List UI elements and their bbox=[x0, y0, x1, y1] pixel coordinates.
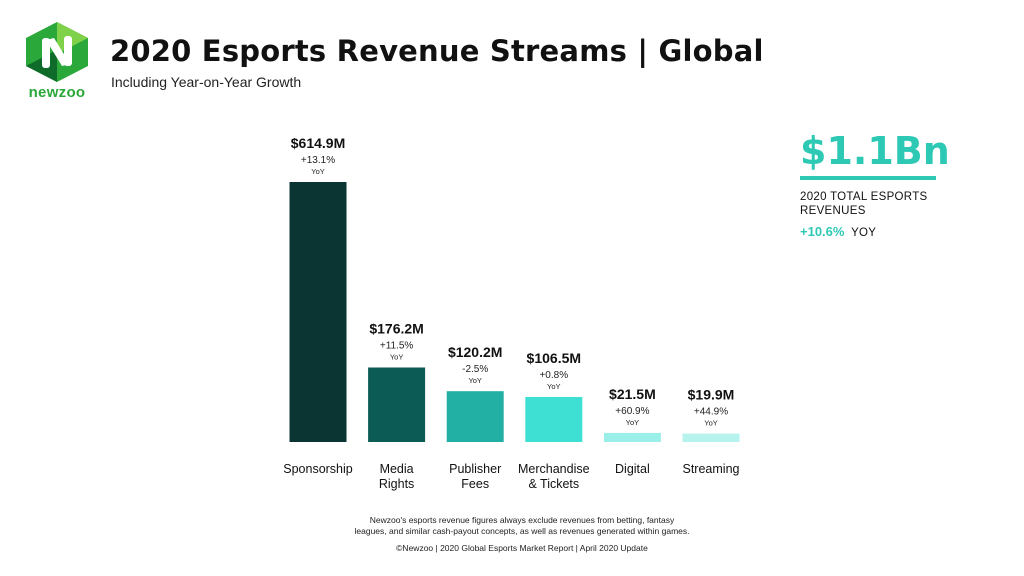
bar-value-label: $106.5M bbox=[527, 350, 581, 366]
total-growth-value: +10.6% bbox=[800, 224, 845, 239]
total-revenue-panel: $1.1Bn 2020 TOTAL ESPORTS REVENUES +10.6… bbox=[800, 130, 950, 239]
category-label: Publisher bbox=[449, 462, 501, 476]
category-label: Fees bbox=[461, 477, 489, 491]
category-label: Merchandise bbox=[518, 462, 590, 476]
bar bbox=[289, 182, 347, 442]
bar-growth-label: +60.9% bbox=[615, 406, 649, 417]
category-label: Streaming bbox=[683, 462, 740, 476]
bar-yoy-label: YoY bbox=[626, 418, 640, 427]
bar-value-label: $614.9M bbox=[291, 135, 345, 151]
bar bbox=[368, 367, 426, 442]
bar-yoy-label: YoY bbox=[704, 419, 718, 428]
category-label: Sponsorship bbox=[283, 462, 353, 476]
bar-growth-label: +44.9% bbox=[694, 407, 728, 418]
bar-yoy-label: YoY bbox=[468, 376, 482, 385]
newzoo-logo-icon bbox=[26, 22, 88, 82]
bar-value-label: $19.9M bbox=[688, 387, 735, 403]
bar-value-label: $176.2M bbox=[369, 320, 423, 336]
bar-yoy-label: YoY bbox=[547, 382, 561, 391]
total-growth-suffix: YOY bbox=[851, 227, 877, 239]
total-underline bbox=[800, 176, 936, 180]
footnote: Newzoo's esports revenue figures always … bbox=[312, 515, 732, 537]
footnote-line: leagues, and similar cash-payout concept… bbox=[354, 526, 690, 536]
bar-growth-label: +0.8% bbox=[539, 370, 568, 381]
bar-growth-label: +11.5% bbox=[380, 340, 414, 351]
source-credit: ©Newzoo | 2020 Global Esports Market Rep… bbox=[396, 543, 648, 553]
category-label: Media bbox=[380, 462, 414, 476]
bar bbox=[682, 433, 740, 442]
total-revenue-label: 2020 TOTAL ESPORTS REVENUES bbox=[800, 191, 928, 217]
bar-growth-label: -2.5% bbox=[462, 364, 488, 375]
bar bbox=[525, 396, 583, 442]
bar-value-label: $21.5M bbox=[609, 386, 656, 402]
total-revenue-value: $1.1Bn bbox=[800, 129, 950, 173]
newzoo-logo: newzoo bbox=[22, 20, 92, 110]
page-subtitle: Including Year-on-Year Growth bbox=[111, 74, 302, 90]
bar-yoy-label: YoY bbox=[390, 352, 404, 361]
bar-yoy-label: YoY bbox=[311, 167, 325, 176]
bar bbox=[446, 391, 504, 442]
category-label: Rights bbox=[379, 477, 414, 491]
total-growth: +10.6% YOY bbox=[800, 224, 950, 239]
category-label: & Tickets bbox=[528, 477, 579, 491]
footnote-line: Newzoo's esports revenue figures always … bbox=[369, 515, 675, 525]
bar bbox=[603, 432, 661, 442]
category-label: Digital bbox=[615, 462, 650, 476]
logo-wordmark: newzoo bbox=[28, 84, 86, 101]
bar-growth-label: +13.1% bbox=[301, 155, 335, 166]
bar-value-label: $120.2M bbox=[448, 344, 502, 360]
page-title: 2020 Esports Revenue Streams | Global bbox=[110, 34, 764, 68]
